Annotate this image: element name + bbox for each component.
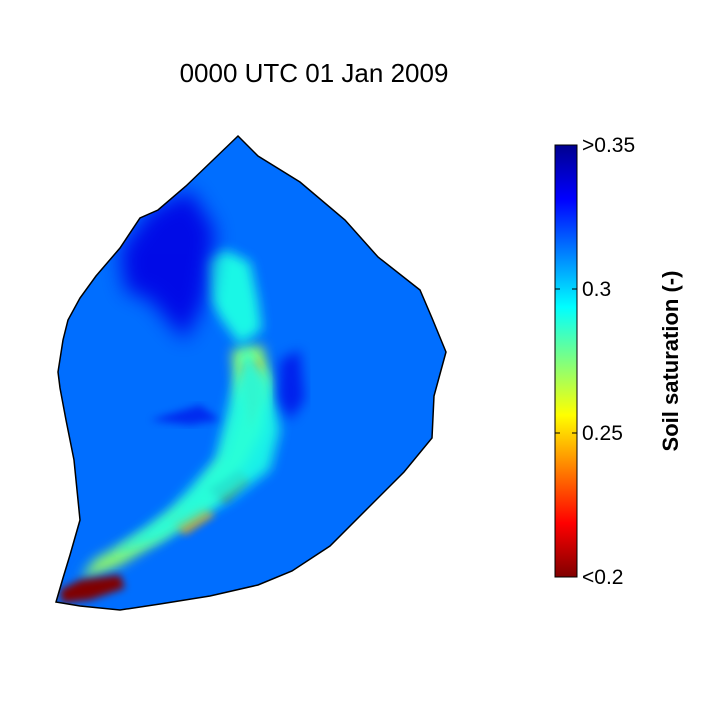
field-dry-ridge bbox=[278, 350, 305, 420]
colorbar-ticks: >0.35 0.3 0.25 <0.2 bbox=[555, 134, 635, 589]
field-dry-ridge bbox=[150, 405, 220, 425]
colorbar-tick-label: 0.3 bbox=[582, 278, 611, 301]
saturation-field bbox=[56, 136, 446, 610]
colorbar-tick-label: 0.25 bbox=[582, 422, 623, 445]
field-features bbox=[60, 190, 305, 603]
field-upper-channel bbox=[205, 250, 262, 345]
chart-title: 0000 UTC 01 Jan 2009 bbox=[180, 58, 449, 88]
colorbar-label: Soil saturation (-) bbox=[658, 271, 683, 452]
colorbar-tick-label: <0.2 bbox=[582, 566, 623, 589]
field-upper-channel bbox=[70, 345, 280, 570]
field-outlet-pool bbox=[60, 575, 125, 603]
colorbar-bar bbox=[554, 144, 578, 578]
colorbar: >0.35 0.3 0.25 <0.2 Soil saturation (-) bbox=[554, 134, 683, 589]
colorbar-tick-label: >0.35 bbox=[582, 134, 635, 157]
field-dry-ridge bbox=[120, 190, 215, 340]
